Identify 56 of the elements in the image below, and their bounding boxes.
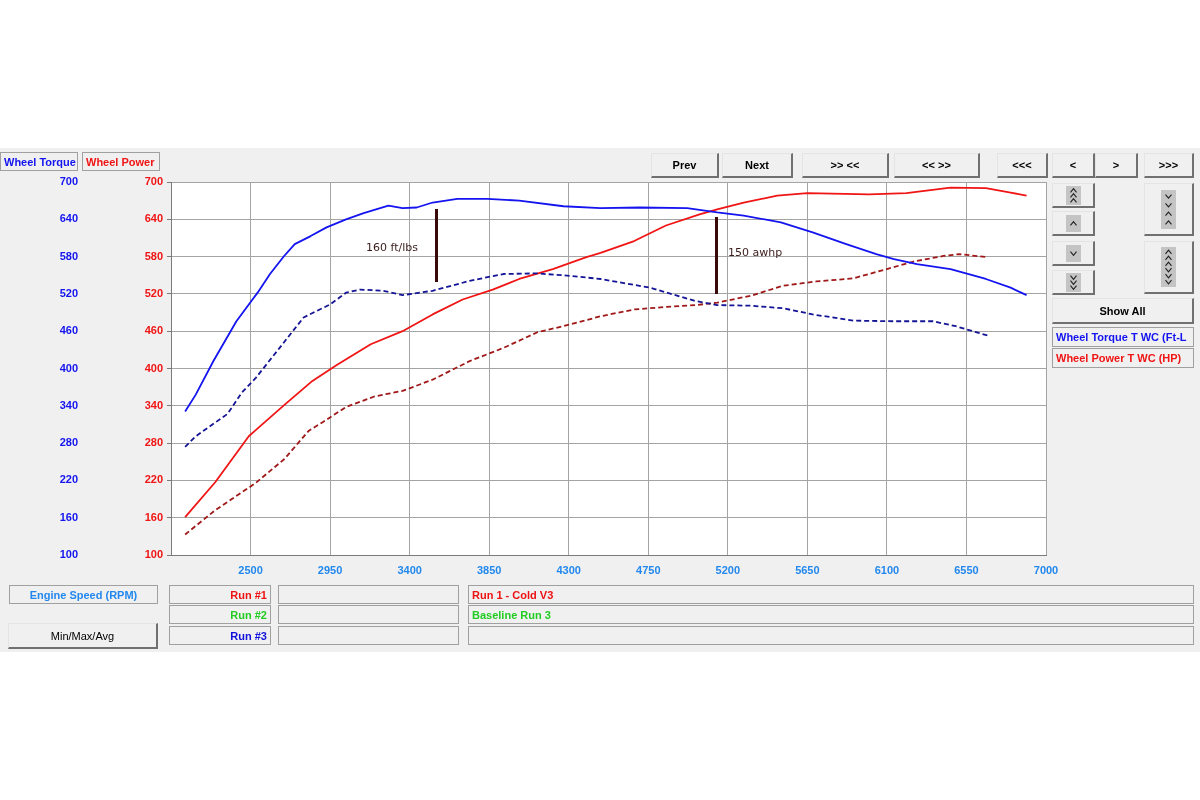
button: << >> <box>894 153 980 178</box>
y2-tick-label: 580 <box>144 249 163 262</box>
x-tick-label: 2950 <box>317 563 343 576</box>
y-tick-label: 160 <box>59 510 78 523</box>
button: Next <box>722 153 793 178</box>
button: Min/Max/Avg <box>8 623 158 649</box>
y-tick-label: 520 <box>59 286 78 299</box>
y2-tick-label: 400 <box>144 361 163 374</box>
y-tick-label: 220 <box>59 473 78 486</box>
button: >>> <box>1144 153 1194 178</box>
y-tick-label: 580 <box>59 249 78 262</box>
y-tick-label: 100 <box>59 548 78 561</box>
x-tick-label: 5200 <box>715 563 741 576</box>
y-axis-title: Wheel Torque <box>4 155 76 168</box>
button: < <box>1052 153 1095 178</box>
y-tick-label: 640 <box>59 212 78 225</box>
x-tick-label: 6100 <box>874 563 900 576</box>
y2-tick-label: 640 <box>144 212 163 225</box>
y-tick-label: 400 <box>59 361 78 374</box>
y2-tick-label: 340 <box>144 398 163 411</box>
x-tick-label: 3850 <box>476 563 502 576</box>
y2-tick-label: 280 <box>144 436 163 449</box>
button: >> << <box>802 153 889 178</box>
annotation: 160 ft/lbs <box>366 240 418 254</box>
text-field: Run #3 <box>169 626 271 645</box>
y2-tick-label: 520 <box>144 286 163 299</box>
text-field: Run 1 - Cold V3 <box>468 585 1194 604</box>
x-tick-label: 7000 <box>1033 563 1059 576</box>
text-field: Baseline Run 3 <box>468 605 1194 624</box>
button: <<< <box>997 153 1048 178</box>
y-tick-label: 340 <box>59 398 78 411</box>
y2-axis-title: Wheel Power <box>86 155 155 168</box>
x-tick-label: 4300 <box>556 563 581 576</box>
y-tick-label: 280 <box>59 436 78 449</box>
text: Wheel Power T WC (HP) <box>1056 352 1182 364</box>
y2-tick-label: 220 <box>144 473 163 486</box>
x-tick-label: 5650 <box>795 563 820 576</box>
button: > <box>1095 153 1138 178</box>
y-tick-label: 460 <box>59 324 78 337</box>
annotation: 150 awhp <box>728 245 783 259</box>
x-tick-label: 3400 <box>397 563 422 576</box>
text-field: Run #1 <box>169 585 271 604</box>
line-series <box>184 272 989 448</box>
x-axis-title: Engine Speed (RPM) <box>29 588 138 601</box>
y-tick-label: 700 <box>59 175 78 188</box>
text-field: Run #2 <box>169 605 271 624</box>
y2-tick-label: 700 <box>144 175 163 188</box>
button: Prev <box>651 153 719 178</box>
x-tick-label: 6550 <box>954 563 979 576</box>
x-tick-label: 4750 <box>636 563 661 576</box>
button: Show All <box>1052 298 1194 324</box>
x-tick-label: 2500 <box>238 563 263 576</box>
y2-tick-label: 160 <box>144 510 163 523</box>
y2-tick-label: 460 <box>144 324 163 337</box>
text: Wheel Torque T WC (Ft-L <box>1056 331 1187 343</box>
y2-tick-label: 100 <box>144 548 163 561</box>
